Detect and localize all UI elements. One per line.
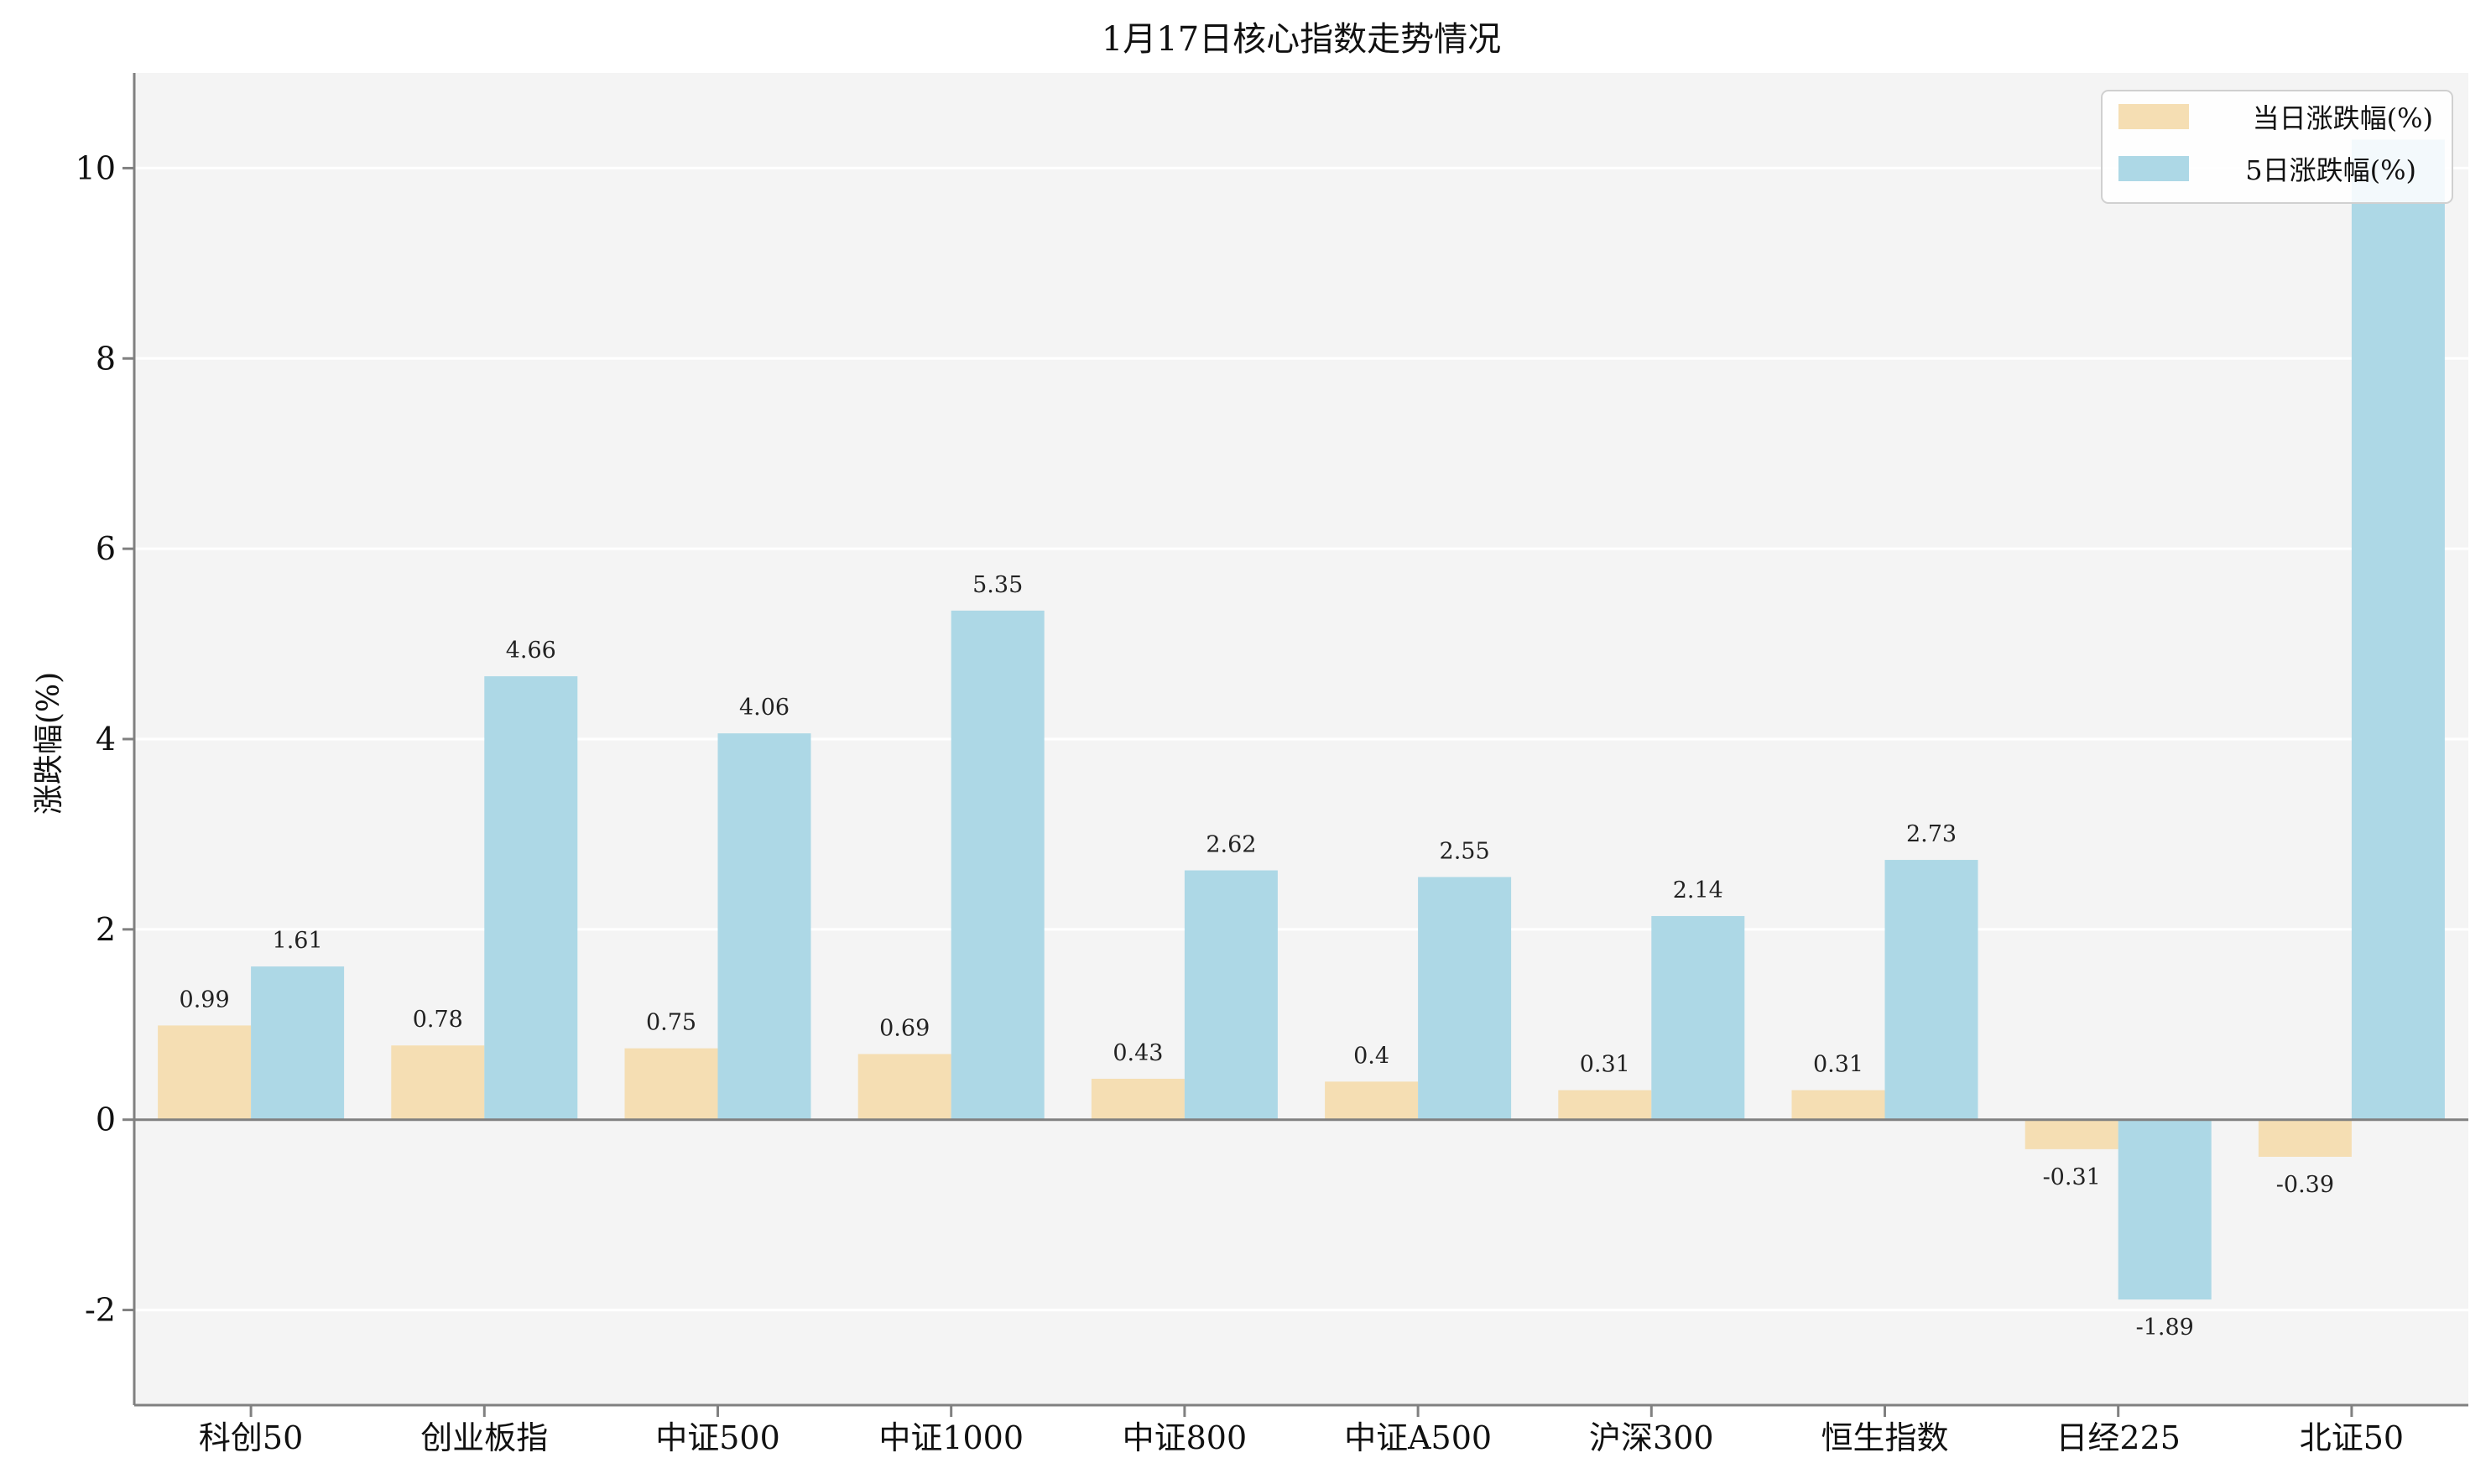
data-label: 2.55 xyxy=(1440,838,1490,864)
x-tick-label: 中证1000 xyxy=(878,1419,1024,1456)
y-tick-label: 10 xyxy=(76,149,116,186)
legend-swatch-5day xyxy=(2118,156,2189,181)
bar-5day xyxy=(1884,860,1978,1120)
data-label: 4.66 xyxy=(506,638,556,664)
y-tick-label: 4 xyxy=(96,721,116,758)
x-tick-label: 中证A500 xyxy=(1344,1419,1492,1456)
y-tick-label: -2 xyxy=(85,1292,116,1329)
data-label: 0.75 xyxy=(646,1010,696,1036)
y-tick-label: 6 xyxy=(96,530,116,567)
bar-5day xyxy=(1184,870,1278,1120)
legend-box xyxy=(2101,90,2453,204)
bar-daily xyxy=(624,1048,718,1120)
data-label: 4.06 xyxy=(739,695,790,721)
data-label: -0.39 xyxy=(2276,1172,2334,1198)
bar-daily xyxy=(391,1045,485,1120)
legend-label-5day: 5日涨跌幅(%) xyxy=(2245,154,2416,186)
bars xyxy=(158,139,2445,1300)
y-tick-label: 0 xyxy=(96,1101,116,1138)
bar-5day xyxy=(2118,1119,2212,1300)
data-label: -1.89 xyxy=(2136,1315,2194,1341)
x-tick-label: 恒生指数 xyxy=(1821,1419,1948,1456)
x-tick-label: 创业板指 xyxy=(420,1419,548,1456)
bar-labels: 0.99 1.61 0.78 4.66 0.75 4.06 0.69 5.35 0.43 2.62… xyxy=(180,572,2334,1341)
data-label: -0.31 xyxy=(2043,1164,2101,1190)
data-label: 0.78 xyxy=(413,1007,463,1033)
legend-label-daily: 当日涨跌幅(%) xyxy=(2253,102,2433,134)
bar-5day xyxy=(484,676,578,1120)
x-tick-label: 北证50 xyxy=(2300,1419,2404,1456)
bar-5day xyxy=(2351,139,2445,1120)
data-label: 2.62 xyxy=(1206,832,1256,858)
data-label: 2.14 xyxy=(1673,877,1723,903)
bar-daily xyxy=(1091,1078,1185,1120)
x-tick-label: 科创50 xyxy=(199,1419,303,1456)
x-tick-label: 日经225 xyxy=(2056,1419,2181,1456)
data-label: 0.99 xyxy=(180,987,230,1013)
data-label: 0.31 xyxy=(1580,1052,1630,1078)
legend: 当日涨跌幅(%) 5日涨跌幅(%) xyxy=(2101,90,2453,204)
bar-5day xyxy=(251,966,345,1120)
bar-5day xyxy=(1651,915,1745,1120)
data-label: 5.35 xyxy=(972,572,1023,598)
y-tick-label: 8 xyxy=(96,340,116,377)
legend-swatch-daily xyxy=(2118,104,2189,129)
data-label: 1.61 xyxy=(273,928,323,954)
bar-daily xyxy=(1791,1090,1885,1120)
bar-daily xyxy=(857,1054,951,1120)
data-label: 0.4 xyxy=(1353,1043,1389,1069)
bar-5day xyxy=(1418,877,1512,1120)
x-tick-label: 中证500 xyxy=(655,1419,780,1456)
y-ticks: -2 0 2 4 6 8 10 xyxy=(76,149,134,1329)
bar-daily xyxy=(1558,1090,1652,1120)
bar-daily xyxy=(2258,1119,2352,1157)
chart-title: 1月17日核心指数走势情况 xyxy=(1102,20,1501,59)
bar-5day xyxy=(951,610,1045,1120)
x-tick-label: 沪深300 xyxy=(1589,1419,1714,1456)
data-label: 0.69 xyxy=(879,1015,930,1041)
bar-daily xyxy=(2025,1119,2118,1149)
y-tick-label: 2 xyxy=(96,911,116,948)
y-axis-label: 涨跌幅(%) xyxy=(32,672,66,815)
data-label: 2.73 xyxy=(1906,821,1957,847)
bar-daily xyxy=(158,1025,252,1120)
data-label: 0.43 xyxy=(1113,1040,1163,1066)
x-tick-label: 中证800 xyxy=(1123,1419,1248,1456)
x-ticks: 科创50 创业板指 中证500 中证1000 中证800 中证A500 沪深300 恒生指数 日… xyxy=(199,1405,2404,1456)
bar-daily xyxy=(1325,1081,1419,1120)
data-label: 0.31 xyxy=(1813,1052,1863,1078)
bar-5day xyxy=(717,733,811,1120)
